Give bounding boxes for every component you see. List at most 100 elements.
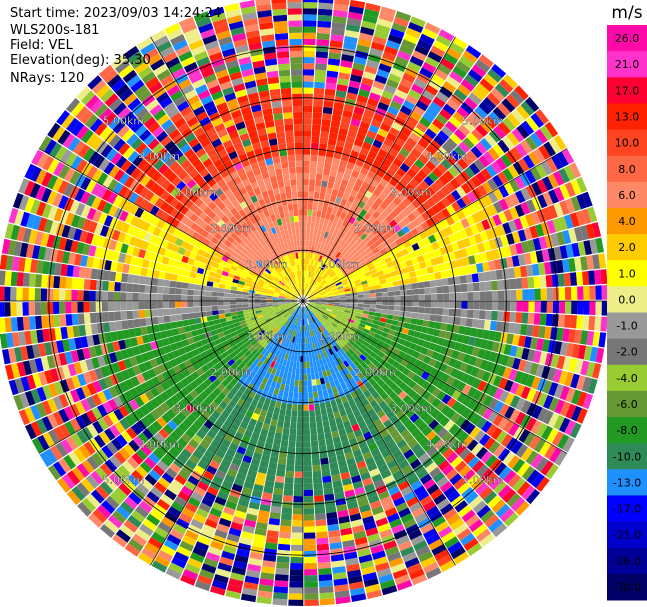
- gate-cell: [313, 228, 318, 236]
- gate-cell: [337, 217, 345, 225]
- gate-cell: [517, 158, 530, 172]
- gate-cell: [326, 260, 332, 267]
- gate-cell: [527, 276, 535, 289]
- gate-cell: [303, 0, 318, 3]
- gate-cell: [310, 323, 314, 330]
- gate-cell: [257, 590, 273, 599]
- gate-cell: [411, 427, 422, 438]
- gate-cell: [307, 305, 313, 310]
- gate-cell: [493, 387, 504, 400]
- gate-cell: [308, 404, 315, 411]
- gate-cell: [322, 481, 333, 489]
- gate-cell: [466, 150, 478, 163]
- gate-cell: [441, 158, 452, 170]
- gate-cell: [373, 280, 381, 286]
- gate-cell: [485, 228, 495, 240]
- gate-cell: [359, 504, 371, 513]
- gate-cell: [397, 321, 405, 328]
- gate-cell: [296, 318, 300, 325]
- gate-cell: [256, 472, 267, 480]
- gate-cell: [181, 282, 189, 289]
- gate-cell: [259, 578, 274, 587]
- gate-cell: [414, 432, 426, 443]
- gate-cell: [338, 377, 345, 385]
- gate-cell: [367, 533, 381, 543]
- gate-cell: [418, 452, 430, 464]
- gate-cell: [569, 212, 580, 228]
- gate-cell: [534, 288, 541, 300]
- gate-cell: [311, 216, 316, 223]
- gate-cell: [407, 399, 417, 409]
- gate-cell: [103, 519, 119, 534]
- gate-cell: [126, 283, 134, 293]
- gate-cell: [453, 477, 467, 490]
- gate-cell: [316, 531, 328, 539]
- gate-cell: [473, 253, 482, 264]
- gate-cell: [370, 544, 385, 555]
- gate-cell: [303, 258, 306, 265]
- gate-cell: [180, 448, 192, 459]
- gate-cell: [306, 258, 310, 265]
- gate-cell: [541, 249, 550, 262]
- gate-cell: [384, 323, 392, 329]
- gate-cell: [520, 324, 528, 336]
- gate-cell: [245, 475, 256, 484]
- gate-cell: [216, 523, 230, 534]
- gate-cell: [383, 419, 393, 429]
- gate-cell: [319, 451, 328, 459]
- gate-cell: [144, 473, 158, 486]
- gate-cell: [428, 171, 439, 183]
- gate-cell: [393, 419, 403, 429]
- gate-cell: [559, 184, 571, 200]
- gate-cell: [335, 596, 351, 605]
- gate-cell: [487, 147, 500, 161]
- gate-cell: [260, 355, 267, 363]
- gate-cell: [334, 590, 350, 599]
- gate-cell: [353, 106, 365, 116]
- gate-cell: [289, 322, 294, 329]
- gate-cell: [303, 185, 309, 192]
- gate-cell: [388, 305, 395, 311]
- gate-cell: [281, 318, 287, 324]
- gate-cell: [312, 279, 317, 286]
- gate-cell: [387, 249, 396, 257]
- gate-cell: [169, 308, 176, 315]
- gate-cell: [510, 395, 521, 409]
- gate-cell: [335, 209, 343, 218]
- gate-cell: [371, 202, 380, 211]
- gate-cell: [373, 511, 387, 522]
- gate-cell: [442, 447, 454, 460]
- gate-cell: [442, 338, 451, 348]
- gate-cell: [337, 285, 344, 290]
- gate-cell: [483, 271, 491, 282]
- gate-cell: [470, 366, 480, 378]
- gate-cell: [445, 137, 458, 150]
- gate-cell: [387, 357, 396, 366]
- gate-cell: [425, 567, 442, 580]
- gate-cell: [466, 410, 477, 423]
- gate-cell: [407, 203, 417, 213]
- gate-cell: [482, 194, 493, 207]
- gate-cell: [388, 365, 397, 374]
- gate-cell: [559, 245, 568, 259]
- gate-cell: [465, 45, 482, 59]
- gate-cell: [323, 344, 328, 352]
- gate-cell: [325, 290, 332, 294]
- gate-cell: [233, 417, 243, 426]
- gate-cell: [393, 434, 404, 444]
- gate-cell: [322, 205, 328, 213]
- gate-cell: [500, 332, 508, 344]
- gate-cell: [149, 508, 164, 521]
- gate-cell: [257, 353, 264, 361]
- gate-cell: [328, 132, 338, 140]
- gate-cell: [395, 182, 405, 192]
- gate-cell: [319, 377, 326, 385]
- gate-cell: [456, 239, 466, 250]
- gate-cell: [315, 415, 323, 423]
- gate-cell: [553, 341, 563, 355]
- gate-cell: [528, 288, 535, 301]
- gate-cell: [322, 351, 328, 358]
- gate-cell: [422, 89, 435, 101]
- gate-cell: [208, 383, 217, 392]
- gate-cell: [333, 319, 340, 325]
